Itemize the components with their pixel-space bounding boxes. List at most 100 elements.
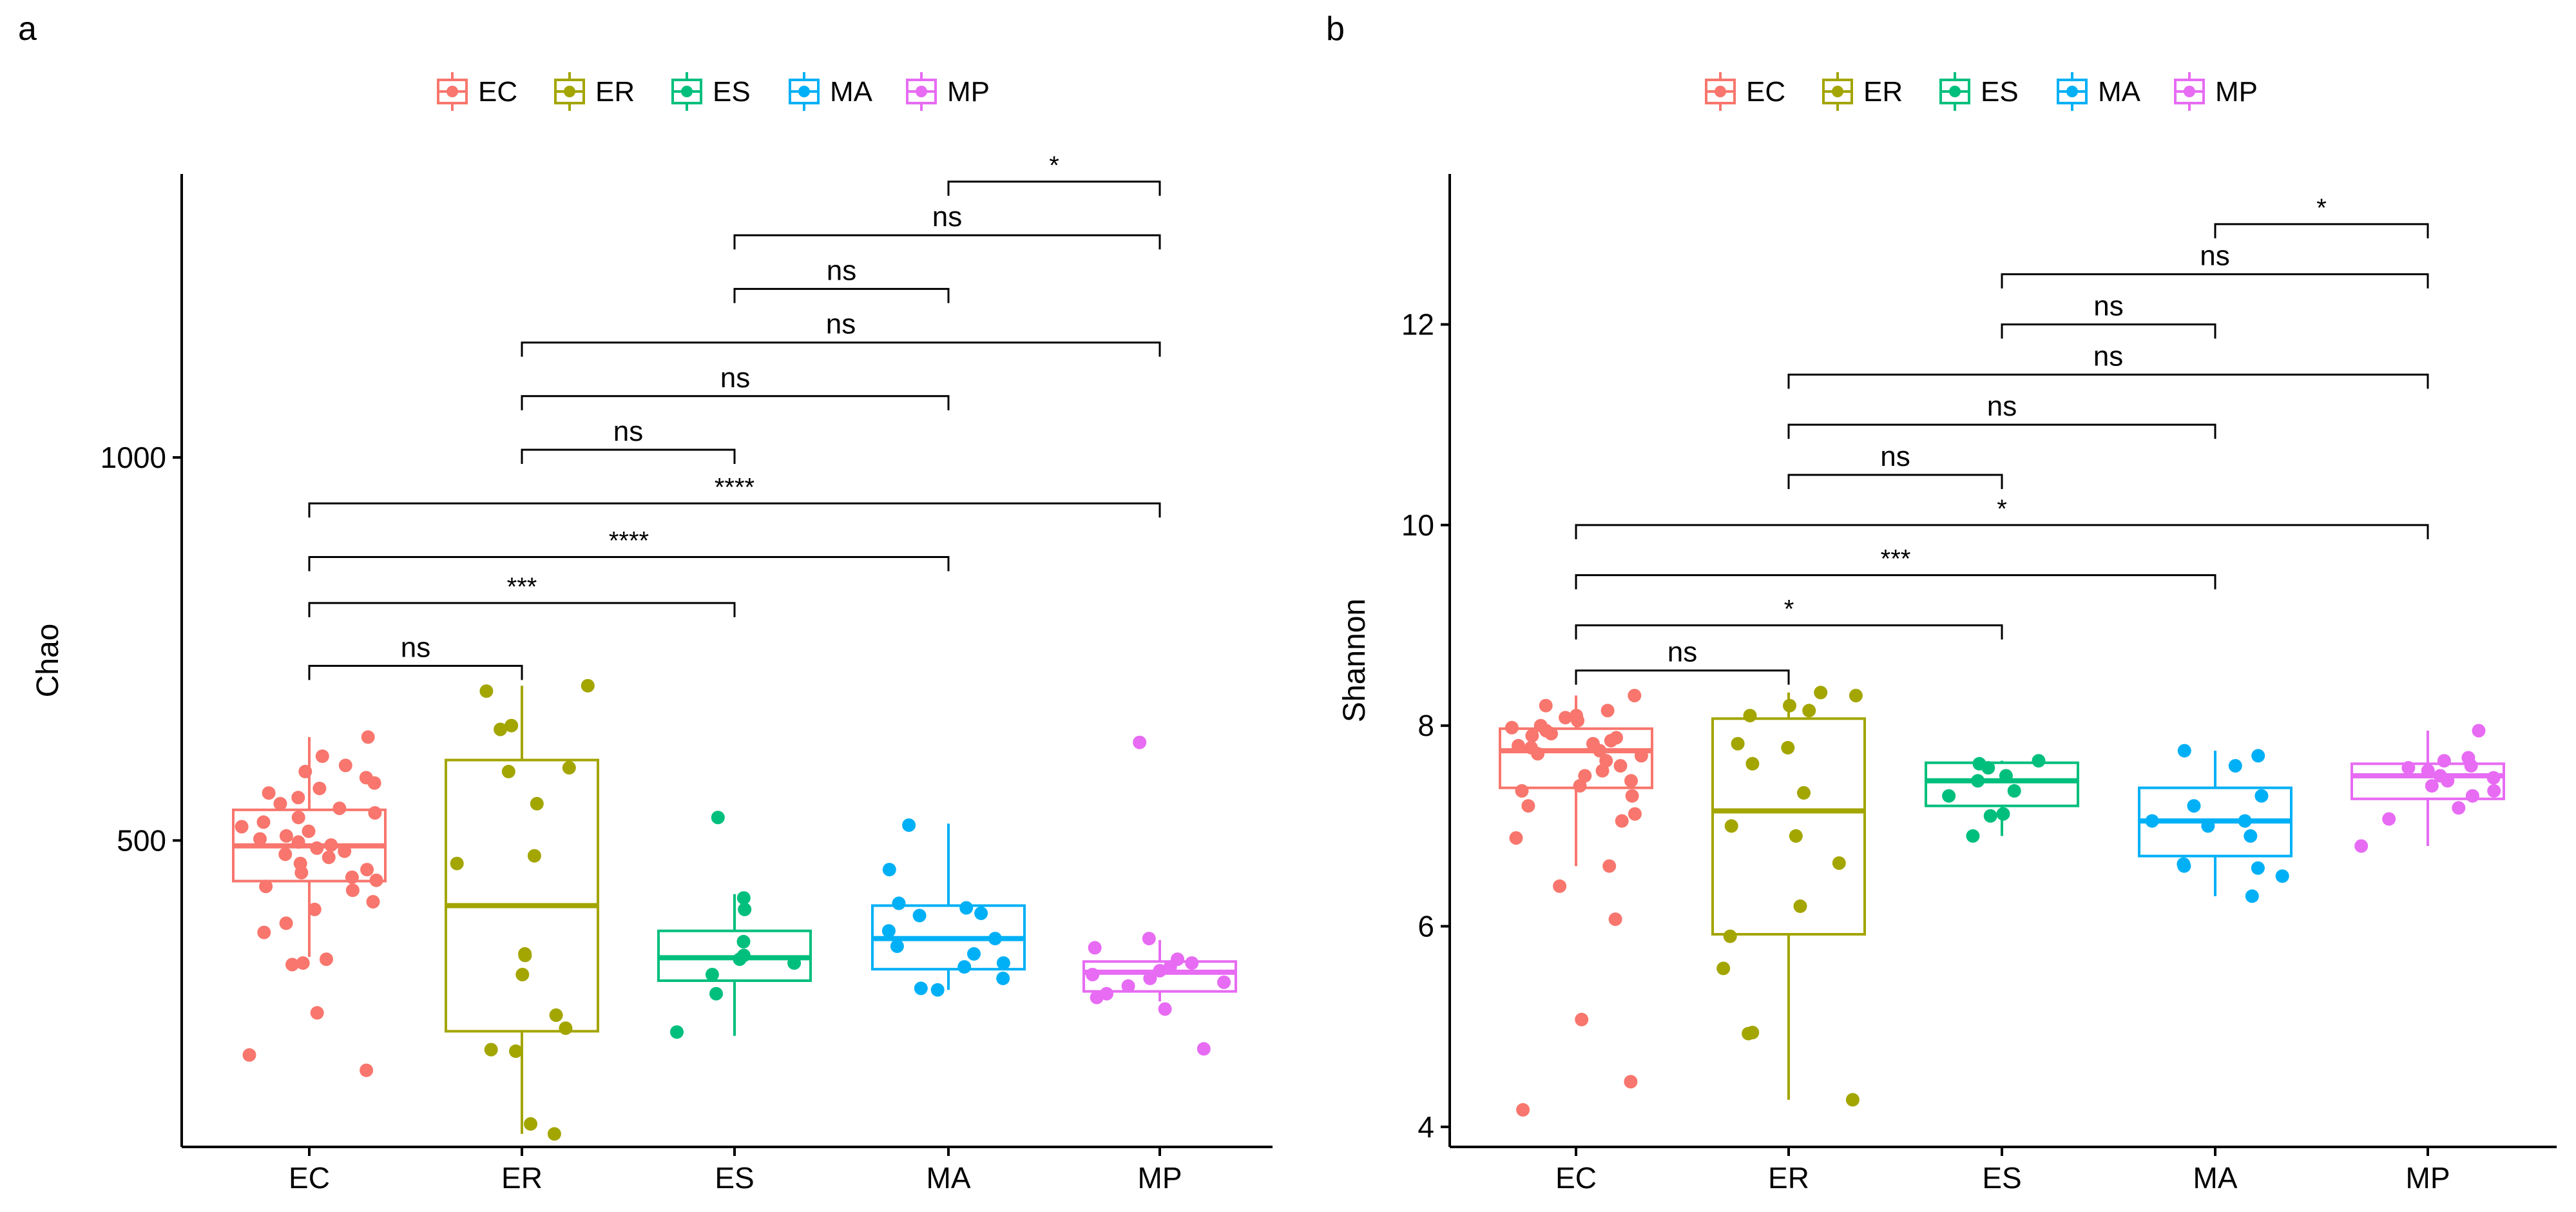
data-point [1570,709,1583,723]
data-point [242,1048,256,1062]
significance-er-es: ns [521,416,736,465]
data-point [1745,756,1760,771]
data-point [1524,740,1538,755]
legend-key-es [1939,72,1970,111]
data-point [1983,809,1997,823]
data-point [291,811,305,825]
data-point [1610,731,1623,745]
data-point [1121,979,1135,993]
data-point [1793,899,1807,913]
significance-bracket [521,395,950,410]
box-iqr [2350,762,2505,800]
box-iqr [1711,717,1866,936]
y-tick-label: 500 [117,823,166,857]
x-tick-label-es: ES [1982,1161,2021,1195]
data-point [530,796,544,811]
significance-bracket [521,341,1161,357]
data-point [549,1008,563,1022]
data-point [484,1043,498,1057]
data-point [1628,807,1642,821]
y-axis-label: Chao [31,624,65,698]
data-point [914,981,928,996]
data-point [1615,814,1629,828]
significance-label: **** [609,526,649,555]
panel-tag-a: a [18,10,37,48]
significance-label: ns [720,362,750,394]
significance-bracket [1787,474,2003,490]
data-point [310,841,324,855]
significance-bracket [2214,223,2429,238]
data-point [1521,799,1535,813]
data-point [1966,829,1980,843]
data-point [2187,799,2201,813]
data-point [1724,819,1738,833]
legend: EC ER ES MA MP [437,72,990,111]
data-point [1602,859,1617,873]
data-point [1512,738,1525,753]
data-point [787,956,802,970]
significance-bracket [308,555,950,572]
data-point [1849,689,1863,702]
significance-bracket [308,502,1161,518]
data-point [1158,1002,1172,1016]
data-point [974,906,988,920]
points-ec [1504,689,1648,1117]
significance-ec-ma: *** [1575,545,2216,590]
significance-es-ma: ns [733,255,950,303]
significance-label: ns [932,201,962,233]
significance-label: *** [507,573,537,601]
data-point [559,1021,573,1035]
significance-bracket [947,180,1161,196]
significance-bracket [308,664,523,680]
data-point [1088,941,1102,955]
x-tick-label-er: ER [1768,1161,1809,1195]
y-tick-label: 1000 [101,441,166,474]
data-point [2251,861,2265,875]
points-er [1716,686,1863,1107]
data-point [1972,756,1986,771]
significance-bracket [1787,423,2216,439]
data-point [310,1006,324,1020]
data-point [1802,704,1816,718]
legend-label-ma: MA [830,76,873,108]
significance-label: ns [2093,291,2123,322]
box-ec [232,736,387,957]
data-point [1515,784,1529,798]
data-point [736,891,751,905]
data-point [2238,814,2252,828]
data-point [235,820,249,834]
data-point [1723,929,1737,943]
legend-label-ec: EC [1746,76,1785,108]
significance-label: ns [401,631,430,663]
data-point [705,968,719,981]
data-point [959,901,974,915]
legend-label-er: ER [1863,76,1903,108]
data-point [369,873,383,887]
box-iqr [445,758,599,1033]
data-point [1613,759,1628,773]
data-point [988,932,1002,946]
significance-er-mp: ns [521,309,1161,357]
data-point [912,909,927,923]
data-point [881,924,896,938]
significance-bracket [2001,273,2429,289]
data-point [930,983,945,997]
data-point [1783,698,1796,713]
y-tick-label: 10 [1401,508,1434,542]
y-axis-label: Shannon [1338,599,1372,722]
data-point [298,764,312,778]
significance-label: ns [2093,340,2123,372]
legend-key-mp [906,72,937,111]
data-point [2177,744,2191,758]
data-point [345,871,359,884]
data-point [338,758,352,773]
points-mp [2354,724,2501,853]
data-point [1217,975,1231,989]
data-point [562,761,576,774]
data-point [262,786,276,800]
data-point [1153,964,1167,977]
data-point [2472,724,2486,738]
x-tick-label-er: ER [501,1161,543,1195]
